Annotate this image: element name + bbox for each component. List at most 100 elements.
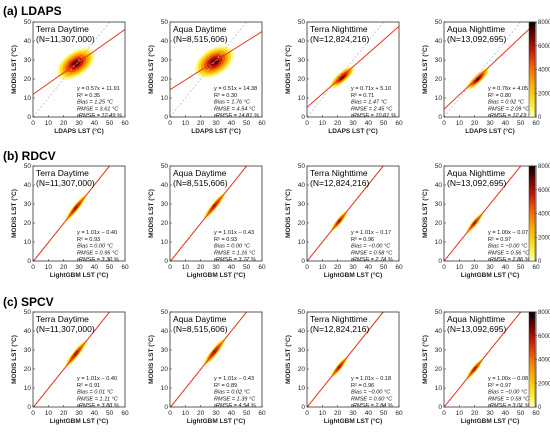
y-tick-label: 40 [24,38,32,45]
panel-title: Aqua Daytime [173,24,227,34]
fit-equation: y = 0.71x + 5.10 [351,86,391,92]
bias-stat: Bias = 0.02 °C [214,390,251,396]
y-tick-label: 10 [298,385,306,392]
y-tick-label: 0 [27,258,31,265]
y-tick-label: 40 [161,38,169,45]
panel-count: (N=11,307,000) [36,178,95,188]
r-squared: R² = 0.30 [214,93,237,99]
x-axis-label: LightGBM LST (°C) [50,417,109,425]
bias-stat: Bias = 1.76 °C [214,100,251,106]
panel-count: (N=8,515,606) [173,34,228,44]
y-tick-label: 50 [435,309,443,316]
rmse-stat: RMSE = 0.59 °C [488,396,530,402]
x-tick-label: 50 [243,120,251,127]
rrmse-stat: rRMSE = 3.01 % [488,403,530,409]
panel-count: (N=12,824,216) [310,34,369,44]
rrmse-stat: rRMSE = 3.30 % [77,257,119,263]
fit-equation: y = 1.00x − 0.07 [488,230,528,236]
r-squared: R² = 0.97 [488,383,511,389]
x-tick-label: 40 [365,120,373,127]
colorbar-gradient [528,21,536,118]
x-tick-label: 30 [486,410,494,417]
x-axis-label: LightGBM LST (°C) [324,271,383,279]
x-tick-label: 20 [471,264,479,271]
fit-line [33,28,125,95]
rmse-stat: RMSE = 3.61 °C [77,106,119,112]
y-tick-label: 50 [24,19,32,26]
y-tick-label: 40 [24,328,32,335]
y-tick-label: 30 [298,57,306,64]
panel-count: (N=8,515,606) [173,324,228,334]
x-tick-label: 20 [60,264,68,271]
y-tick-label: 50 [161,309,169,316]
x-tick-label: 40 [502,264,510,271]
rrmse-stat: rRMSE = 14.81 % [214,113,259,119]
fit-equation: y = 0.51x + 14.38 [214,86,257,92]
rmse-stat: RMSE = 1.16 °C [214,250,256,256]
colorbar: 0 2000 4000 6000 8000 [528,310,550,411]
x-tick-label: 20 [197,120,205,127]
y-tick-label: 30 [161,347,169,354]
colorbar-tick-label: 8000 [538,164,550,170]
r-squared: R² = 0.91 [77,383,100,389]
panel-title: Terra Daytime [36,314,89,324]
x-tick-label: 50 [517,264,525,271]
y-tick-label: 40 [24,182,32,189]
bias-stat: Bias = 0.92 °C [488,100,525,106]
y-tick-label: 10 [435,95,443,102]
x-tick-label: 10 [319,410,327,417]
x-tick-label: 0 [442,410,446,417]
x-tick-label: 60 [121,264,129,271]
r-squared: R² = 0.97 [488,237,511,243]
y-tick-label: 20 [298,76,306,83]
y-axis-label: MODIS LST (°C) [421,189,429,238]
bias-stat: Bias = 0.01 °C [77,390,114,396]
panel-title: Terra Daytime [36,24,89,34]
x-axis-label: LightGBM LST (°C) [50,271,109,279]
y-tick-label: 20 [24,366,32,373]
x-tick-label: 30 [486,120,494,127]
colorbar-tick-label: 8000 [538,20,550,26]
colorbar-tick-label: 2000 [538,235,550,241]
y-tick-label: 0 [164,258,168,265]
x-tick-label: 60 [258,410,266,417]
plot-area [170,312,262,407]
y-axis-label: MODIS LST (°C) [10,189,18,238]
x-tick-label: 50 [106,410,114,417]
x-tick-label: 50 [106,120,114,127]
x-axis-label: LightGBM LST (°C) [187,417,246,425]
x-tick-label: 40 [228,120,236,127]
colorbar-tick-label: 0 [538,405,542,411]
y-tick-label: 10 [24,239,32,246]
x-tick-label: 60 [532,410,540,417]
x-tick-label: 50 [517,120,525,127]
x-tick-label: 10 [319,120,327,127]
x-tick-label: 30 [212,264,220,271]
colorbar-tick-label: 4000 [538,68,550,74]
x-tick-label: 60 [258,120,266,127]
plot-area [170,166,262,261]
bias-stat: Bias = 1.47 °C [351,100,388,106]
y-tick-label: 20 [161,220,169,227]
x-tick-label: 50 [243,410,251,417]
x-tick-label: 30 [75,264,83,271]
y-tick-label: 30 [24,347,32,354]
x-axis-label: LightGBM LST (°C) [187,271,246,279]
density-cloud [330,66,355,89]
y-tick-label: 10 [24,385,32,392]
y-tick-label: 40 [298,38,306,45]
panel-count: (N=11,307,000) [36,34,95,44]
y-tick-label: 10 [161,95,169,102]
x-tick-label: 30 [75,120,83,127]
x-tick-label: 10 [456,264,464,271]
y-tick-label: 10 [161,239,169,246]
rmse-stat: RMSE = 4.54 °C [214,106,256,112]
x-tick-label: 30 [486,264,494,271]
y-axis-label: MODIS LST (°C) [421,335,429,384]
rrmse-stat: rRMSE = 3.83 % [77,403,119,409]
identity-line [307,22,384,117]
x-tick-label: 10 [319,264,327,271]
y-tick-label: 40 [161,182,169,189]
fit-line [170,166,248,261]
